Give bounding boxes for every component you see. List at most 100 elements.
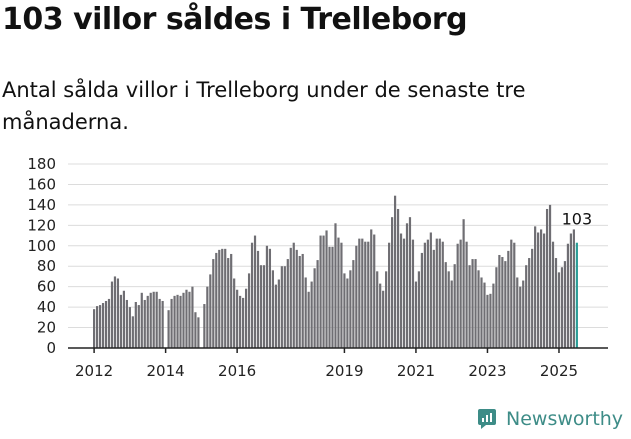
y-tick-label: 60 xyxy=(37,278,56,296)
bar xyxy=(519,286,522,348)
bar xyxy=(516,277,519,348)
bar xyxy=(453,264,456,348)
bar xyxy=(426,239,429,348)
bar xyxy=(513,242,516,348)
bar xyxy=(122,290,125,348)
y-tick-label: 0 xyxy=(46,339,56,357)
bar xyxy=(566,243,570,348)
bar xyxy=(286,259,289,348)
bar xyxy=(158,298,161,348)
bar xyxy=(298,256,301,348)
bar xyxy=(247,273,251,348)
bar xyxy=(283,266,286,348)
bar xyxy=(486,294,489,348)
bar xyxy=(373,234,376,348)
bar xyxy=(557,272,561,348)
bar xyxy=(507,250,510,348)
bar xyxy=(364,241,367,348)
bar xyxy=(462,219,465,348)
x-tick-label: 2019 xyxy=(325,362,363,380)
newsworthy-logo-icon xyxy=(478,409,496,429)
bar xyxy=(119,294,123,348)
bar xyxy=(393,195,397,348)
bar xyxy=(107,298,111,348)
bar xyxy=(152,291,155,348)
bar xyxy=(322,235,325,348)
bar xyxy=(176,294,179,348)
bar xyxy=(420,252,423,348)
bar xyxy=(236,289,239,348)
bar xyxy=(310,281,313,348)
bar xyxy=(367,241,370,348)
bar xyxy=(450,280,453,348)
bar xyxy=(274,284,277,348)
bar xyxy=(504,261,507,348)
bar xyxy=(411,239,415,348)
bar xyxy=(391,217,394,348)
chart-subtitle: Antal sålda villor i Trelleborg under de… xyxy=(2,78,526,134)
bar xyxy=(489,293,492,348)
bar xyxy=(352,260,355,348)
bar xyxy=(408,217,412,348)
bar xyxy=(456,243,459,348)
bar xyxy=(113,276,117,348)
bar xyxy=(244,288,248,348)
bar xyxy=(554,258,558,348)
chart-title: 103 villor såldes i Trelleborg xyxy=(2,2,468,37)
bar xyxy=(131,316,134,348)
bar xyxy=(221,248,224,348)
bar xyxy=(179,295,182,348)
bar xyxy=(134,302,137,348)
bar xyxy=(319,235,322,348)
bar xyxy=(569,233,572,348)
bar xyxy=(337,237,340,348)
y-tick-label: 20 xyxy=(37,319,56,337)
bar xyxy=(483,282,486,348)
bar xyxy=(125,299,128,348)
bar xyxy=(388,242,391,348)
y-tick-label: 140 xyxy=(27,196,56,214)
bar xyxy=(242,297,245,348)
bar xyxy=(304,277,307,348)
bar xyxy=(396,208,400,348)
bar xyxy=(385,271,388,348)
bar xyxy=(328,246,331,348)
bar xyxy=(572,229,575,348)
x-tick-label: 2021 xyxy=(397,362,435,380)
y-tick-label: 40 xyxy=(37,298,56,316)
bar xyxy=(447,271,450,348)
bar xyxy=(429,232,432,348)
bar xyxy=(531,248,534,348)
bar xyxy=(212,259,215,348)
x-tick-label: 2025 xyxy=(540,362,578,380)
bar xyxy=(194,312,197,348)
bar xyxy=(149,292,152,348)
bar xyxy=(262,265,266,348)
bar xyxy=(402,238,406,348)
bar xyxy=(93,309,96,348)
bar xyxy=(170,298,173,348)
latest-value-label: 103 xyxy=(562,210,593,229)
bar xyxy=(206,286,209,348)
bar xyxy=(259,265,263,348)
bar xyxy=(325,230,328,348)
bar xyxy=(510,239,513,348)
bar xyxy=(343,273,346,348)
bar xyxy=(498,254,501,348)
y-tick-label: 160 xyxy=(27,175,56,193)
y-tick-label: 100 xyxy=(27,237,56,255)
bar xyxy=(143,299,146,348)
bar xyxy=(432,249,435,348)
bar xyxy=(382,290,385,348)
bar-chart: 0 20 40 60 80 100 120 140 160 180 2012 2014 2016 2019… xyxy=(27,155,608,380)
bar xyxy=(140,292,143,348)
bar xyxy=(280,266,283,348)
bar xyxy=(104,300,108,348)
bar xyxy=(191,286,194,348)
bar xyxy=(379,283,382,348)
bar xyxy=(295,249,298,348)
bar xyxy=(313,268,316,348)
x-tick-label: 2012 xyxy=(75,362,113,380)
bar xyxy=(355,245,358,348)
bar xyxy=(316,260,319,348)
